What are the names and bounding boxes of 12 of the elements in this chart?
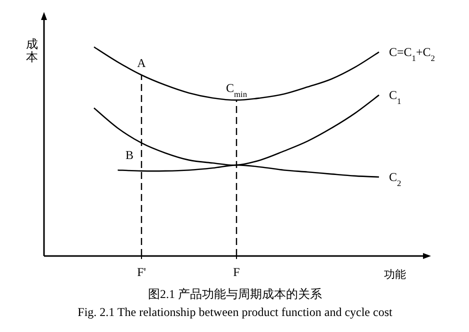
annotation: A xyxy=(137,56,146,70)
annotation: C$_{min}$ xyxy=(226,81,248,99)
y-axis-title: 成本 xyxy=(26,37,38,64)
x-axis-title: 功能 xyxy=(384,268,406,281)
text: 图2.1 产品功能与周期成本的关系 xyxy=(148,287,322,301)
series-label: C$_{2}$ xyxy=(389,170,402,188)
text: Fig. 2.1 The relationship between product function and cycle cost xyxy=(78,305,394,319)
x-tick-label: F xyxy=(233,265,240,279)
x-tick-label: F' xyxy=(137,265,146,279)
annotation: B xyxy=(125,148,134,162)
series-label: C=C$_{1}$+C$_{2}$ xyxy=(389,45,435,63)
series-label: C$_{1}$ xyxy=(389,88,402,106)
